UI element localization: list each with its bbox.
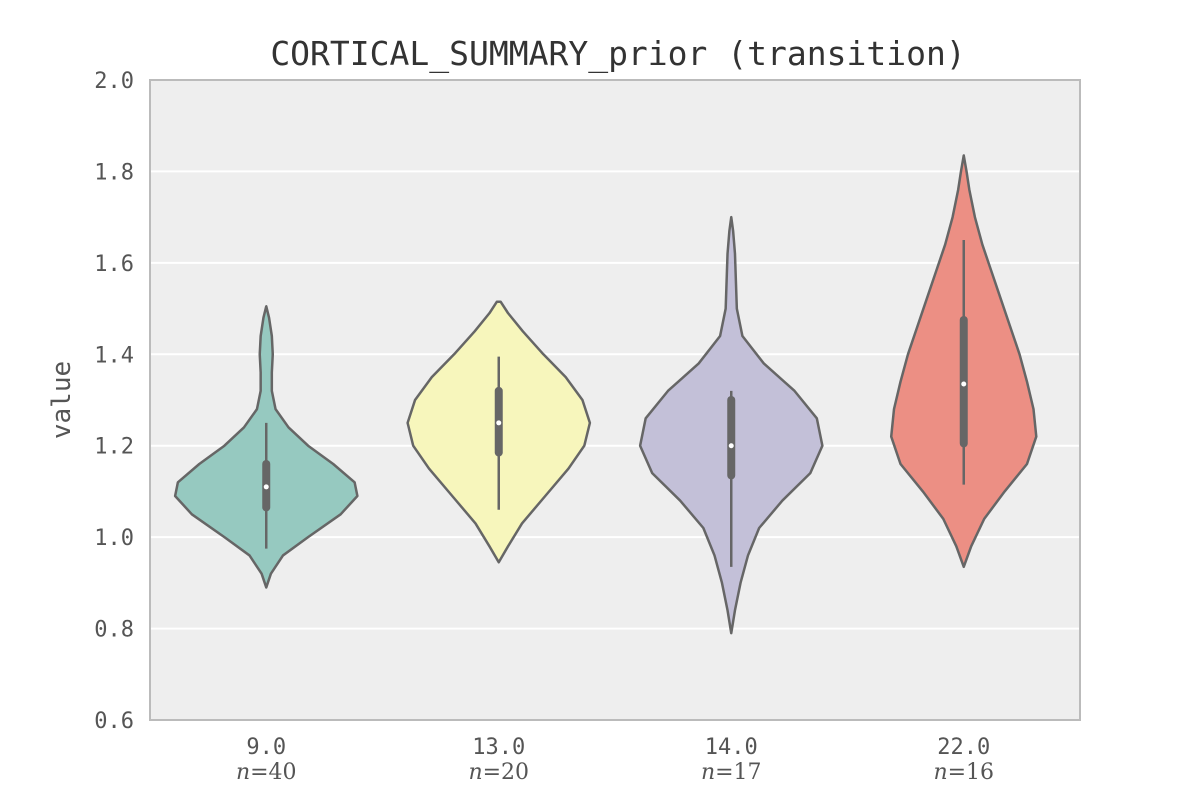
n-value: =20: [483, 760, 529, 785]
y-axis-label: value: [47, 361, 77, 439]
x-tick-label: 22.0: [937, 735, 990, 760]
y-tick-label: 1.0: [94, 526, 134, 551]
n-symbol: n: [701, 760, 715, 785]
y-tick-label: 0.6: [94, 709, 134, 734]
y-tick-labels: 0.6 0.8 1.0 1.2 1.4 1.6 1.8 2.0: [94, 69, 134, 734]
violin-14.0: [638, 215, 824, 635]
y-tick-label: 1.8: [94, 160, 134, 185]
chart-title: CORTICAL_SUMMARY_prior (transition): [270, 34, 965, 74]
n-symbol: n: [236, 760, 250, 785]
n-value: =40: [250, 760, 296, 785]
violin-13.0: [406, 300, 592, 564]
y-tick-label: 1.6: [94, 252, 134, 277]
y-tick-label: 2.0: [94, 69, 134, 94]
x-tick-label: 14.0: [705, 735, 758, 760]
violin-9.0: [173, 305, 359, 589]
violin-median-point: [496, 420, 502, 426]
x-sample-size-label: n=20: [468, 760, 529, 785]
violin-median-point: [728, 443, 734, 449]
x-sample-size-label: n=17: [701, 760, 762, 785]
violin-layer: [173, 154, 1038, 635]
violin-median-point: [961, 381, 967, 387]
violin-median-point: [263, 484, 269, 490]
n-value: =16: [948, 760, 994, 785]
plot-frame: [149, 79, 1081, 721]
n-symbol: n: [468, 760, 482, 785]
n-value: =17: [715, 760, 761, 785]
x-sample-size-label: n=40: [236, 760, 297, 785]
n-symbol: n: [933, 760, 947, 785]
y-tick-label: 0.8: [94, 618, 134, 643]
x-tick-label: 9.0: [246, 735, 286, 760]
y-tick-label: 1.4: [94, 343, 134, 368]
violin-22.0: [889, 154, 1038, 569]
x-sample-size-label: n=16: [933, 760, 994, 785]
x-tick-label: 13.0: [472, 735, 525, 760]
y-tick-label: 1.2: [94, 435, 134, 460]
